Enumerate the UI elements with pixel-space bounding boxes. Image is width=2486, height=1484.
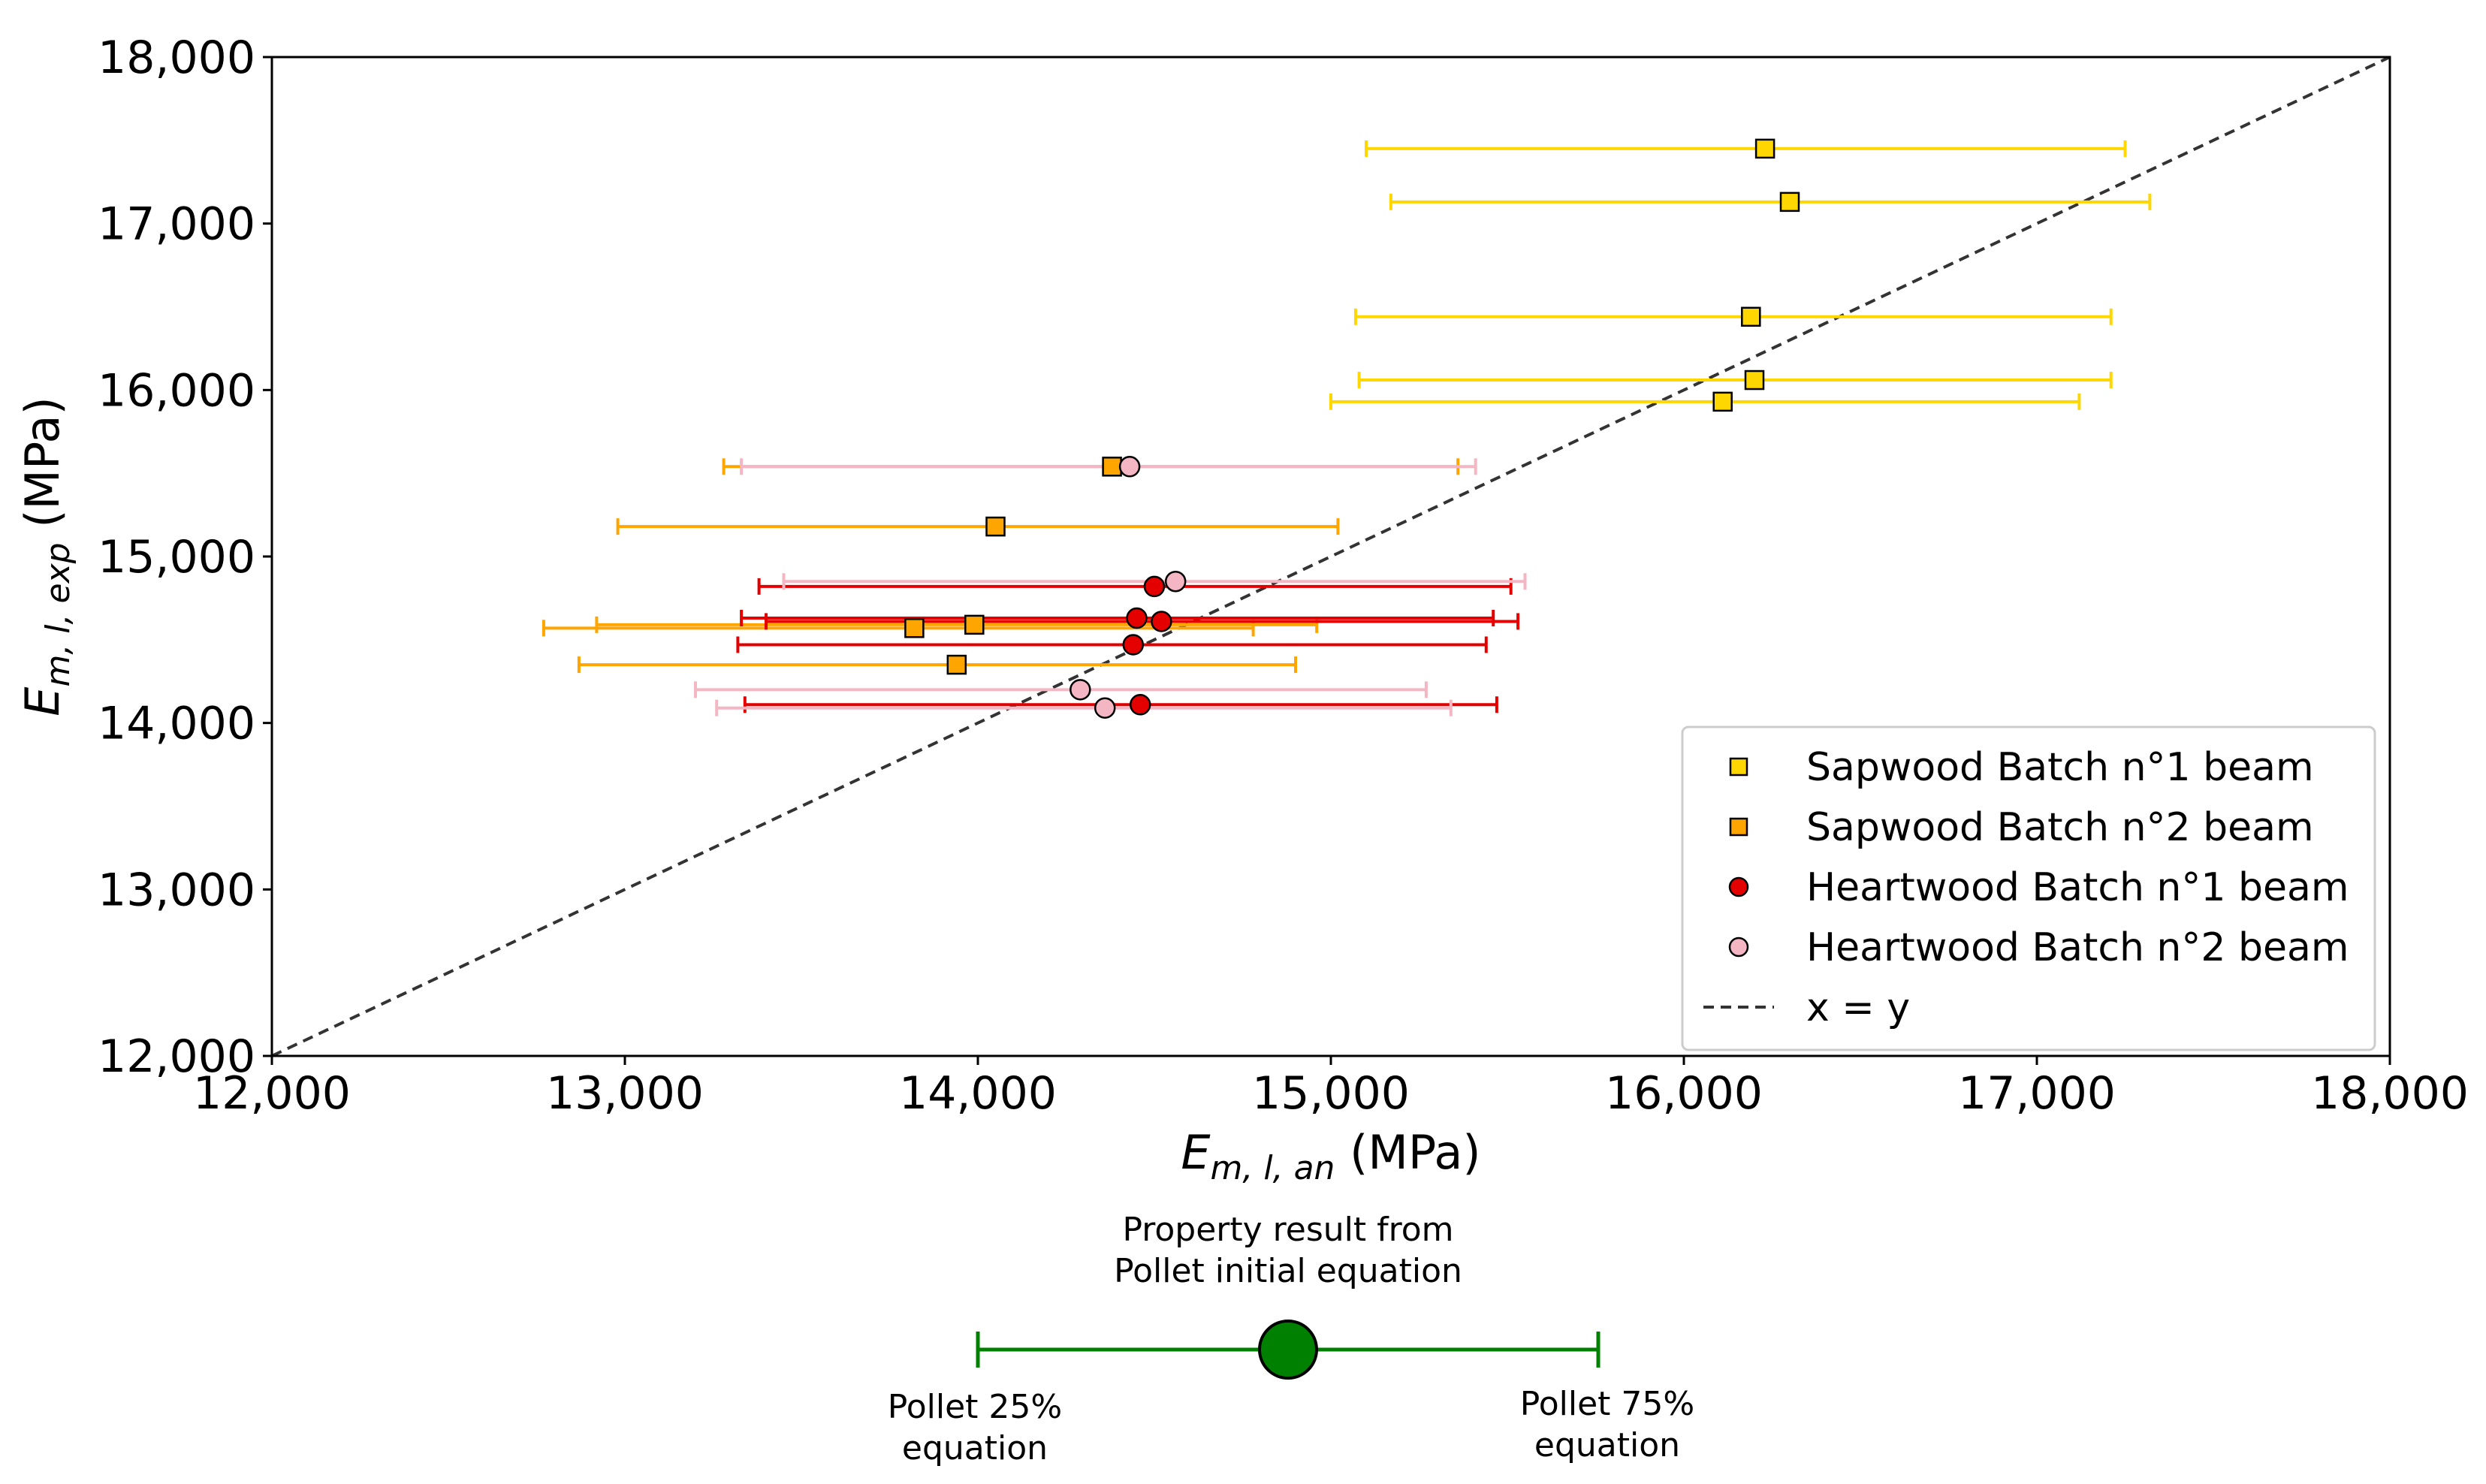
error-bar — [1353, 308, 2113, 325]
data-point — [1712, 391, 1733, 412]
key-right-label: equation — [1534, 1426, 1680, 1464]
x-tick-label: 16,000 — [1605, 1067, 1763, 1120]
data-point — [1151, 611, 1172, 632]
data-point — [964, 614, 985, 635]
error-bar — [694, 681, 1428, 698]
legend-label: Sapwood Batch n°2 beam — [1806, 805, 2314, 850]
data-point — [1122, 634, 1145, 656]
data-point — [1126, 607, 1148, 629]
x-tick-label: 17,000 — [1958, 1067, 2116, 1120]
x-tick-label: 12,000 — [193, 1067, 351, 1120]
error-bar — [736, 636, 1488, 653]
key-left-label: equation — [902, 1429, 1048, 1467]
y-tick-label: 17,000 — [98, 198, 255, 251]
x-axis-title: Em, l, an (MPa) — [1181, 1125, 1480, 1187]
legend-label: Heartwood Batch n°1 beam — [1806, 865, 2349, 910]
x-tick-label: 18,000 — [2311, 1067, 2469, 1120]
error-bar — [715, 699, 1453, 716]
legend: Sapwood Batch n°1 beam Sapwood Batch n°2 … — [1681, 725, 2376, 1051]
y-tick-label: 15,000 — [98, 531, 255, 584]
key-right-label: Pollet 75% — [1520, 1385, 1694, 1423]
error-bar — [1357, 372, 2113, 389]
data-point — [1741, 306, 1761, 327]
data-point — [1143, 575, 1166, 598]
data-point — [1754, 138, 1775, 159]
legend-marker — [1728, 937, 1749, 958]
error-bar — [743, 696, 1498, 713]
axes-layer: 12,000 13,000 14,000 15,000 16,000 17,000 18,0… — [15, 32, 2469, 1187]
y-tick-label: 12,000 — [98, 1030, 255, 1083]
key-left-label: Pollet 25% — [888, 1388, 1062, 1426]
key-marker — [1258, 1320, 1318, 1380]
data-point — [1102, 457, 1122, 477]
key-center-label: Pollet initial equation — [1114, 1252, 1462, 1290]
data-point — [1094, 697, 1116, 719]
reference-line-x-equals-y — [271, 56, 2391, 1057]
legend-marker — [1729, 757, 1748, 777]
legend-marker — [1729, 817, 1748, 837]
x-tick-label: 15,000 — [1252, 1067, 1410, 1120]
legend-marker — [1728, 876, 1749, 897]
y-tick-label: 13,000 — [98, 864, 255, 916]
data-point — [946, 654, 967, 675]
key-center-label: Property result from — [1122, 1211, 1453, 1249]
y-tick-label: 16,000 — [98, 364, 255, 417]
data-point — [985, 516, 1006, 537]
plot-layer — [271, 56, 2391, 1057]
data-point — [904, 618, 925, 638]
legend-label: x = y — [1806, 985, 1910, 1030]
x-tick-label: 14,000 — [899, 1067, 1057, 1120]
error-bar — [616, 518, 1340, 535]
legend-label: Heartwood Batch n°2 beam — [1806, 925, 2349, 970]
error-bar — [1329, 393, 2081, 410]
y-tick-label: 14,000 — [98, 698, 255, 750]
y-axis-title: Em, l, exp (MPa) — [15, 397, 77, 716]
x-tick-label: 13,000 — [546, 1067, 704, 1120]
error-bar — [577, 656, 1297, 674]
data-point — [1744, 369, 1765, 391]
data-point — [1070, 679, 1091, 701]
error-bar — [1365, 140, 2127, 157]
error-bar — [1389, 193, 2152, 210]
legend-box — [1681, 725, 2376, 1051]
data-point — [1129, 694, 1151, 716]
error-bar — [740, 610, 1495, 627]
data-point — [1779, 192, 1800, 213]
data-point — [1164, 571, 1187, 593]
data-point — [1118, 456, 1141, 478]
y-tick-label: 18,000 — [98, 32, 255, 84]
legend-label: Sapwood Batch n°1 beam — [1806, 745, 2314, 790]
